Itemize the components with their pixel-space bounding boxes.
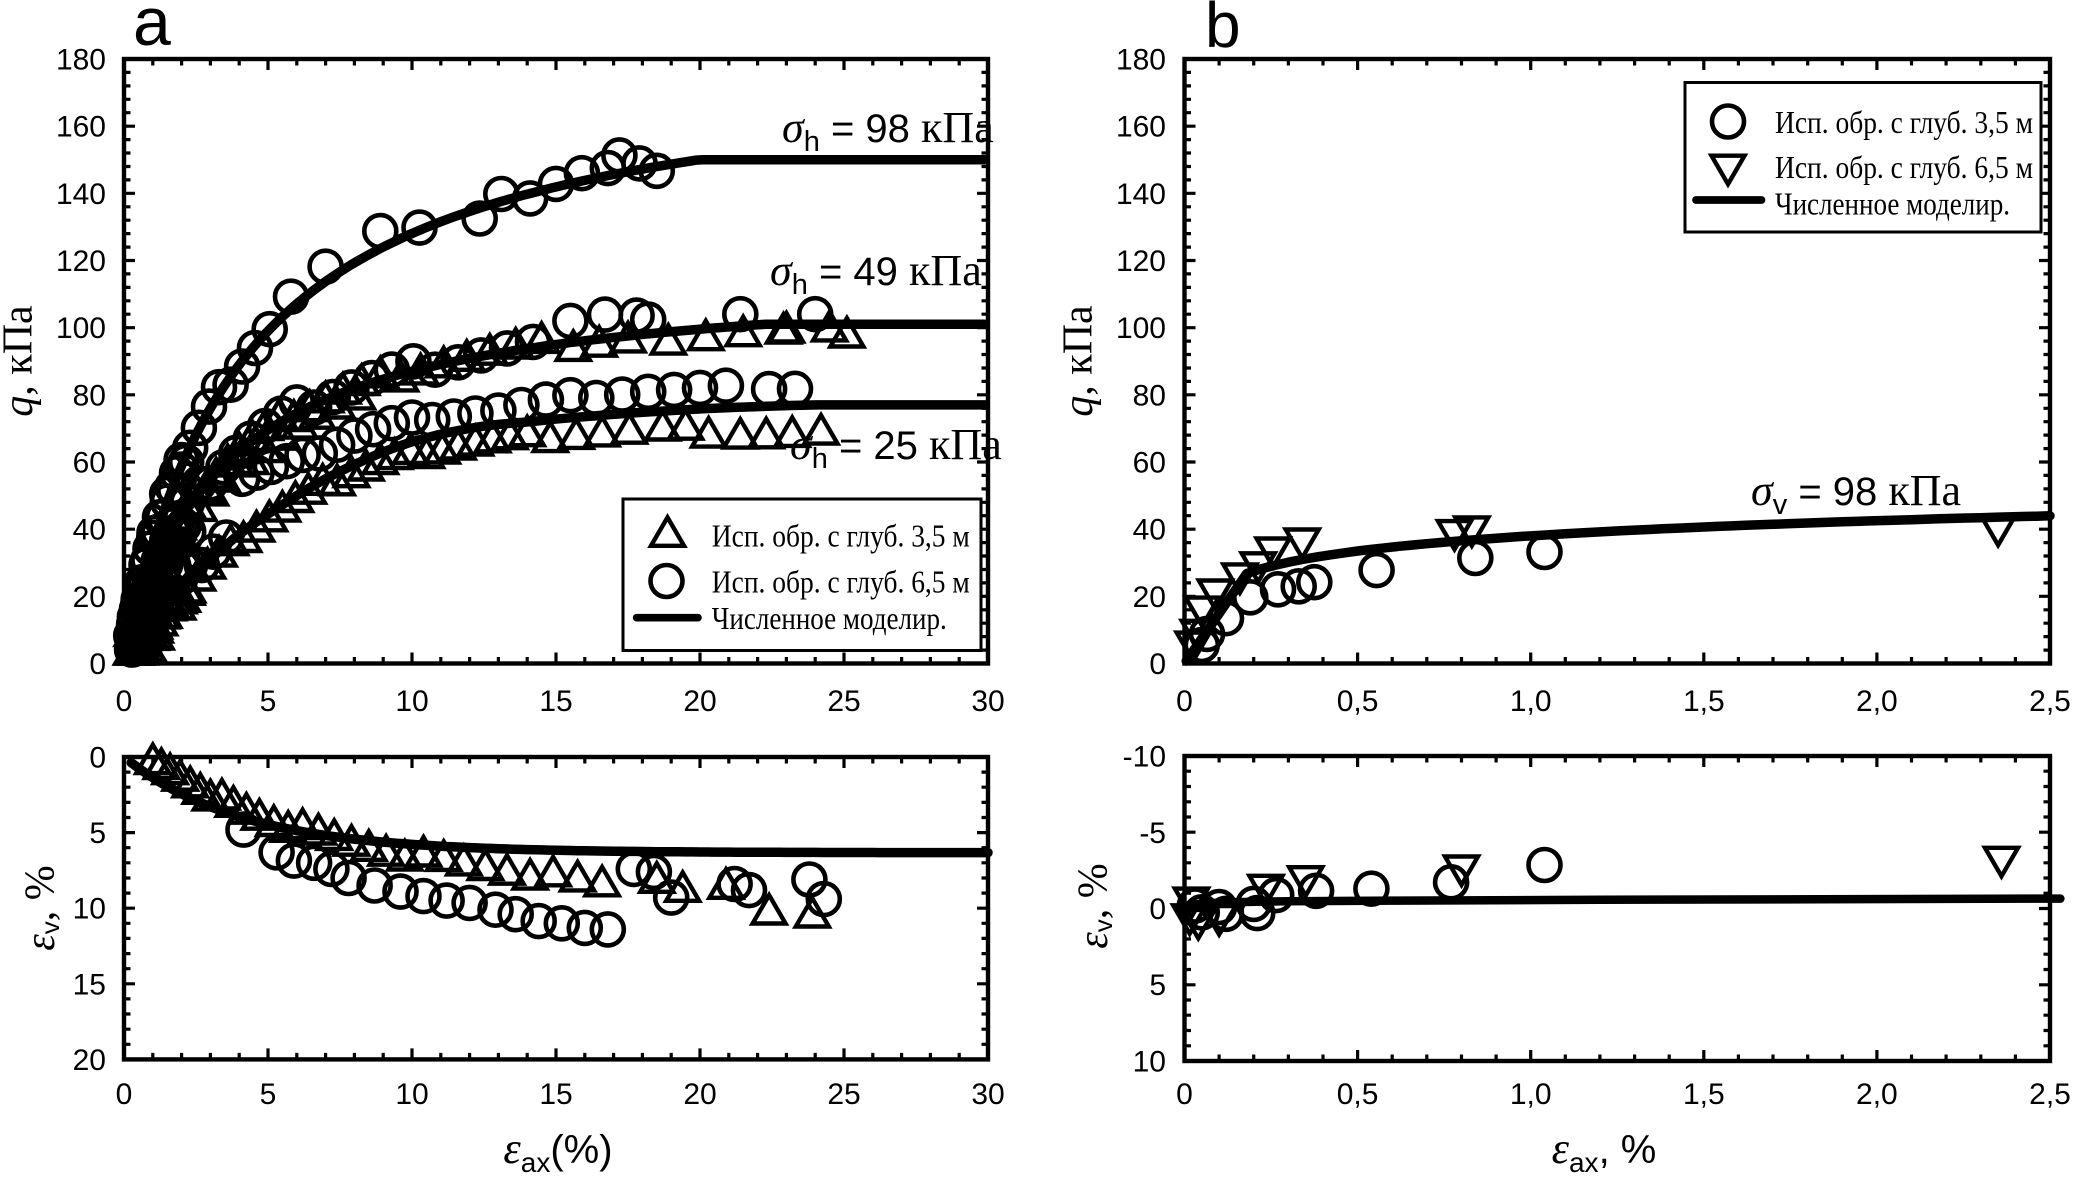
svg-text:1,5: 1,5 [1683,1078,1725,1111]
svg-text:q, кПа: q, кПа [0,305,42,417]
svg-text:60: 60 [73,447,106,480]
svg-text:20: 20 [73,1044,106,1077]
svg-text:εv, %: εv, % [1071,863,1118,949]
svg-text:140: 140 [1116,178,1166,211]
svg-text:σh = 49 кПа: σh = 49 кПа [770,246,982,301]
svg-text:5: 5 [260,1078,277,1111]
svg-text:2,5: 2,5 [2029,685,2071,718]
svg-text:180: 180 [1116,44,1166,77]
svg-text:Численное моделир.: Численное моделир. [712,600,947,636]
svg-text:εax(%): εax(%) [503,1124,612,1177]
svg-text:Численное моделир.: Численное моделир. [1775,186,2010,222]
svg-text:2,0: 2,0 [1856,1078,1898,1111]
svg-text:100: 100 [56,312,106,345]
svg-text:0: 0 [1176,1078,1193,1111]
svg-text:0: 0 [116,685,133,718]
svg-text:2,5: 2,5 [2029,1078,2071,1111]
svg-text:0: 0 [1149,648,1166,681]
svg-text:80: 80 [1133,379,1166,412]
svg-text:σv = 98 кПа: σv = 98 кПа [1751,466,1961,521]
svg-text:-5: -5 [1139,817,1166,850]
svg-text:160: 160 [56,111,106,144]
svg-text:5: 5 [89,817,106,850]
svg-text:0: 0 [116,1078,133,1111]
svg-text:140: 140 [56,178,106,211]
svg-text:40: 40 [73,514,106,547]
svg-text:Исп. обр. с глуб. 3,5 м: Исп. обр. с глуб. 3,5 м [712,518,970,554]
svg-text:b: b [1205,0,1241,61]
svg-text:25: 25 [827,1078,860,1111]
svg-text:εax, %: εax, % [1552,1124,1657,1177]
svg-text:5: 5 [260,685,277,718]
svg-text:0,5: 0,5 [1337,685,1379,718]
svg-text:10: 10 [395,1078,428,1111]
svg-text:10: 10 [1133,1046,1166,1079]
svg-text:20: 20 [73,581,106,614]
svg-text:1,0: 1,0 [1510,685,1552,718]
svg-text:30: 30 [971,685,1004,718]
svg-text:25: 25 [827,685,860,718]
svg-text:a: a [133,0,171,60]
svg-text:120: 120 [1116,245,1166,278]
svg-text:20: 20 [683,685,716,718]
svg-text:100: 100 [1116,312,1166,345]
svg-text:0: 0 [89,648,106,681]
svg-text:Исп. обр. с глуб. 3,5 м: Исп. обр. с глуб. 3,5 м [1775,104,2033,140]
svg-text:180: 180 [56,44,106,77]
svg-text:15: 15 [539,1078,572,1111]
svg-text:1,0: 1,0 [1510,1078,1552,1111]
svg-text:20: 20 [683,1078,716,1111]
svg-text:Исп. обр. с глуб. 6,5 м: Исп. обр. с глуб. 6,5 м [712,564,970,600]
svg-text:-10: -10 [1123,741,1166,774]
svg-text:2,0: 2,0 [1856,685,1898,718]
svg-text:30: 30 [971,1078,1004,1111]
svg-text:15: 15 [73,968,106,1001]
svg-text:5: 5 [1149,969,1166,1002]
svg-text:1,5: 1,5 [1683,685,1725,718]
svg-text:80: 80 [73,379,106,412]
svg-text:Исп. обр. с глуб. 6,5 м: Исп. обр. с глуб. 6,5 м [1775,149,2033,185]
svg-text:120: 120 [56,245,106,278]
svg-text:q, кПа: q, кПа [1056,305,1102,417]
svg-text:0: 0 [1176,685,1193,718]
svg-text:0,5: 0,5 [1337,1078,1379,1111]
svg-text:160: 160 [1116,111,1166,144]
svg-text:60: 60 [1133,447,1166,480]
svg-text:εv, %: εv, % [18,865,65,951]
svg-text:0: 0 [1149,893,1166,926]
svg-text:10: 10 [395,685,428,718]
svg-text:0: 0 [89,742,106,775]
svg-text:10: 10 [73,893,106,926]
svg-text:40: 40 [1133,514,1166,547]
svg-text:20: 20 [1133,581,1166,614]
svg-text:15: 15 [539,685,572,718]
